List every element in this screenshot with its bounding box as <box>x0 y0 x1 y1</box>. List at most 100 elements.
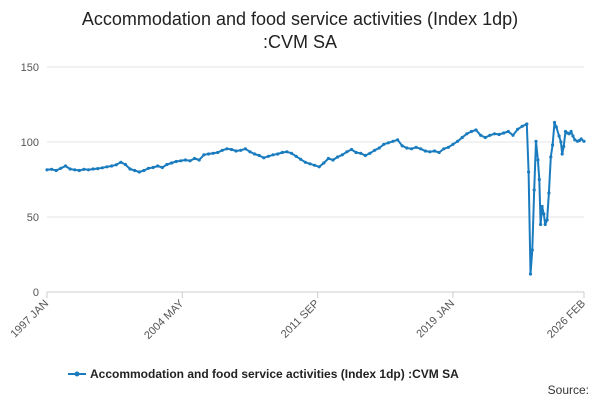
data-point[interactable] <box>294 154 298 158</box>
data-point[interactable] <box>527 170 531 174</box>
data-point[interactable] <box>82 167 86 171</box>
data-point[interactable] <box>271 153 275 157</box>
data-point[interactable] <box>497 132 501 137</box>
data-point[interactable] <box>530 248 534 252</box>
data-point[interactable] <box>368 151 372 155</box>
data-point[interactable] <box>91 167 95 171</box>
data-point[interactable] <box>419 147 423 151</box>
data-point[interactable] <box>554 125 558 129</box>
data-point[interactable] <box>266 154 270 158</box>
data-point[interactable] <box>202 153 206 157</box>
data-point[interactable] <box>516 127 520 131</box>
data-point[interactable] <box>276 152 280 156</box>
data-point[interactable] <box>551 143 555 147</box>
data-point[interactable] <box>326 156 330 161</box>
data-point[interactable] <box>479 133 483 137</box>
data-point[interactable] <box>488 133 492 137</box>
data-point[interactable] <box>303 160 307 164</box>
data-point[interactable] <box>50 167 54 171</box>
data-point[interactable] <box>469 129 473 134</box>
data-point[interactable] <box>123 162 127 167</box>
data-point[interactable] <box>391 139 395 143</box>
data-point[interactable] <box>248 150 252 154</box>
data-point[interactable] <box>552 120 557 125</box>
data-point[interactable] <box>528 272 533 276</box>
data-point[interactable] <box>229 147 234 152</box>
data-point[interactable] <box>539 222 543 227</box>
data-point[interactable] <box>317 165 321 169</box>
data-point[interactable] <box>119 160 123 164</box>
data-point[interactable] <box>105 165 109 169</box>
data-point[interactable] <box>243 147 247 151</box>
data-point[interactable] <box>483 135 487 140</box>
data-point[interactable] <box>133 168 137 173</box>
data-point[interactable] <box>349 147 354 152</box>
data-point[interactable] <box>289 151 294 155</box>
data-point[interactable] <box>423 149 427 153</box>
legend[interactable]: Accommodation and food service activitie… <box>68 367 459 381</box>
data-point[interactable] <box>193 156 197 161</box>
data-point[interactable] <box>582 139 586 143</box>
data-point[interactable] <box>543 222 547 227</box>
data-point[interactable] <box>542 212 546 216</box>
data-point[interactable] <box>567 132 571 136</box>
data-point[interactable] <box>299 157 303 161</box>
data-point[interactable] <box>557 134 561 138</box>
data-point[interactable] <box>308 162 312 166</box>
data-point[interactable] <box>174 159 178 164</box>
data-point[interactable] <box>409 147 414 151</box>
data-point[interactable] <box>460 135 464 140</box>
data-point[interactable] <box>253 152 257 156</box>
data-point[interactable] <box>414 145 418 149</box>
data-point[interactable] <box>536 158 540 162</box>
data-point[interactable] <box>63 164 68 168</box>
data-point[interactable] <box>313 163 317 167</box>
data-point[interactable] <box>160 165 164 170</box>
data-point[interactable] <box>239 148 243 152</box>
data-point[interactable] <box>188 159 192 163</box>
data-point[interactable] <box>534 139 538 143</box>
data-point[interactable] <box>437 150 441 155</box>
data-point[interactable] <box>54 168 58 173</box>
data-point[interactable] <box>428 150 432 154</box>
data-point[interactable] <box>502 131 506 135</box>
data-point[interactable] <box>183 158 187 162</box>
data-point[interactable] <box>549 155 553 159</box>
data-point[interactable] <box>285 150 289 154</box>
data-point[interactable] <box>114 163 118 167</box>
data-point[interactable] <box>156 164 160 168</box>
data-point[interactable] <box>146 166 151 170</box>
data-point[interactable] <box>165 162 169 167</box>
data-point[interactable] <box>197 158 201 162</box>
data-point[interactable] <box>545 218 549 222</box>
data-point[interactable] <box>354 150 358 155</box>
data-point[interactable] <box>170 161 174 165</box>
data-point[interactable] <box>432 149 437 153</box>
data-point[interactable] <box>77 168 81 173</box>
data-point[interactable] <box>506 129 510 134</box>
data-point[interactable] <box>100 166 104 170</box>
data-point[interactable] <box>257 153 261 158</box>
data-point[interactable] <box>45 168 49 172</box>
data-point[interactable] <box>400 144 404 148</box>
data-point[interactable] <box>560 152 564 156</box>
data-point[interactable] <box>396 138 400 142</box>
data-point[interactable] <box>137 170 141 174</box>
data-point[interactable] <box>73 168 77 172</box>
data-point[interactable] <box>206 152 211 156</box>
data-point[interactable] <box>68 167 72 171</box>
data-point[interactable] <box>386 141 390 145</box>
data-point[interactable] <box>96 167 100 171</box>
data-point[interactable] <box>86 168 91 172</box>
data-point[interactable] <box>571 134 575 138</box>
data-point[interactable] <box>405 146 409 150</box>
data-point[interactable] <box>128 167 132 171</box>
data-point[interactable] <box>382 142 386 146</box>
data-point[interactable] <box>456 139 460 143</box>
data-point[interactable] <box>331 158 335 162</box>
data-point[interactable] <box>465 132 469 136</box>
data-point[interactable] <box>579 137 583 141</box>
data-point[interactable] <box>322 161 326 165</box>
data-point[interactable] <box>537 177 541 182</box>
data-point[interactable] <box>179 159 183 163</box>
